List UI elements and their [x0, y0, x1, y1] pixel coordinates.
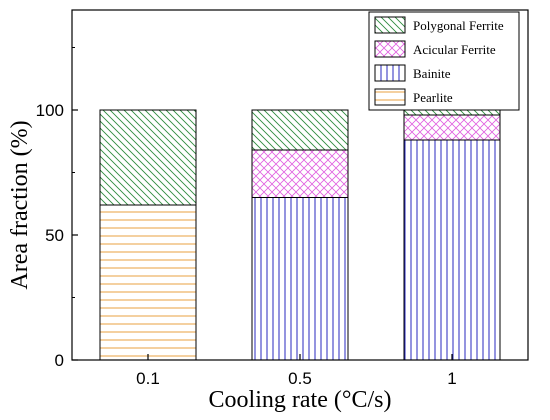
- y-axis-title: Area fraction (%): [7, 120, 33, 289]
- bar-bainite-1: [403, 139, 501, 361]
- legend-swatch-pearlite: [374, 88, 406, 106]
- legend-label-polygonal-ferrite: Polygonal Ferrite: [413, 18, 504, 33]
- x-tick-label: 0.5: [288, 369, 312, 388]
- legend-label-acicular-ferrite: Acicular Ferrite: [413, 42, 496, 57]
- y-tick-label: 100: [36, 101, 64, 120]
- bars-layer: [99, 109, 501, 361]
- x-tick-label: 1: [447, 369, 456, 388]
- legend-swatch-polygonal-ferrite: [374, 16, 406, 34]
- bar-pearlite-0_1: [99, 204, 197, 361]
- y-tick-label: 0: [55, 351, 64, 370]
- bar-acicular-ferrite-0_5: [251, 149, 349, 198]
- bar-acicular-ferrite-1: [403, 114, 501, 141]
- x-axis-title: Cooling rate (°C/s): [209, 387, 392, 413]
- x-tick-label: 0.1: [136, 369, 160, 388]
- bar-polygonal-ferrite-0_1: [99, 109, 197, 206]
- ticks-layer: 0 50 100 0.1 0.5 1: [36, 47, 457, 388]
- y-tick-label: 50: [45, 226, 64, 245]
- legend-swatch-bainite: [374, 64, 406, 82]
- legend-label-pearlite: Pearlite: [413, 90, 453, 105]
- bar-polygonal-ferrite-0_5: [251, 109, 349, 151]
- legend: Polygonal Ferrite Acicular Ferrite Bainite…: [368, 11, 520, 111]
- bar-polygonal-ferrite-1: [403, 109, 501, 116]
- legend-swatch-acicular-ferrite: [374, 40, 406, 58]
- legend-label-bainite: Bainite: [413, 66, 451, 81]
- bar-bainite-0_5: [251, 197, 349, 361]
